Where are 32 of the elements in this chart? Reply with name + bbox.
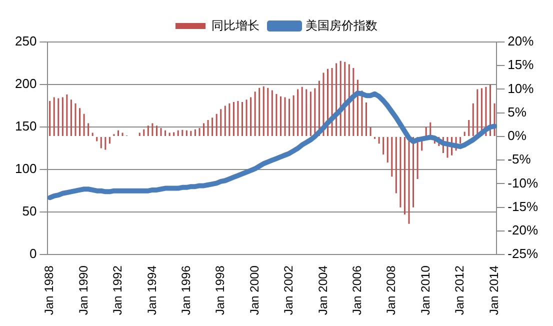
x-tick-label: Jan 2002	[282, 265, 296, 316]
x-tick-label: Jan 2004	[316, 265, 330, 316]
y-tick-label: 100	[14, 161, 37, 176]
y2-tick-label: -5%	[508, 152, 532, 167]
y-tick-label: 250	[14, 34, 37, 49]
y2-tick-label: -20%	[508, 222, 538, 238]
x-tick-label: Jan 2008	[384, 265, 398, 316]
y-tick-label: 50	[22, 204, 37, 219]
x-tick-label: Jan 2006	[350, 265, 364, 316]
y2-tick-label: -10%	[508, 175, 538, 190]
y2-tick-label: -25%	[508, 246, 538, 262]
x-tick-label: Jan 2010	[418, 265, 432, 316]
y-tick-label: 150	[14, 118, 37, 134]
y2-tick-label: 10%	[508, 80, 534, 96]
x-tick-label: Jan 2012	[452, 265, 467, 316]
x-tick-label: Jan 2014	[486, 265, 501, 316]
legend-label: 美国房价指数	[306, 18, 378, 32]
x-tick-label: Jan 1994	[144, 265, 159, 316]
x-tick-label: Jan 1996	[178, 265, 193, 316]
x-tick-label: Jan 1988	[42, 265, 56, 316]
x-tick-label: Jan 2000	[247, 265, 262, 316]
y2-tick-label: 15%	[508, 57, 534, 72]
y2-tick-label: 20%	[508, 34, 534, 49]
y2-tick-label: -15%	[508, 198, 538, 214]
y-tick-label: 0	[29, 246, 37, 262]
x-tick-label: Jan 1998	[213, 265, 228, 316]
y2-tick-label: 5%	[508, 104, 527, 120]
legend-label: 同比增长	[212, 18, 260, 32]
x-tick-label: Jan 1990	[76, 265, 90, 316]
x-tick-label: Jan 1992	[110, 265, 125, 316]
y2-tick-label: 0%	[508, 128, 527, 144]
y-tick-label: 200	[14, 76, 37, 92]
